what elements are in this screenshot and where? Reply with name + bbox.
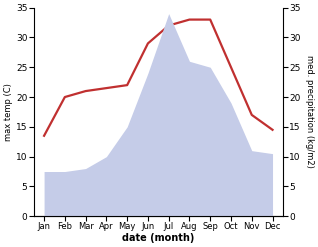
Y-axis label: max temp (C): max temp (C) xyxy=(4,83,13,141)
Y-axis label: med. precipitation (kg/m2): med. precipitation (kg/m2) xyxy=(305,56,314,168)
X-axis label: date (month): date (month) xyxy=(122,233,195,243)
